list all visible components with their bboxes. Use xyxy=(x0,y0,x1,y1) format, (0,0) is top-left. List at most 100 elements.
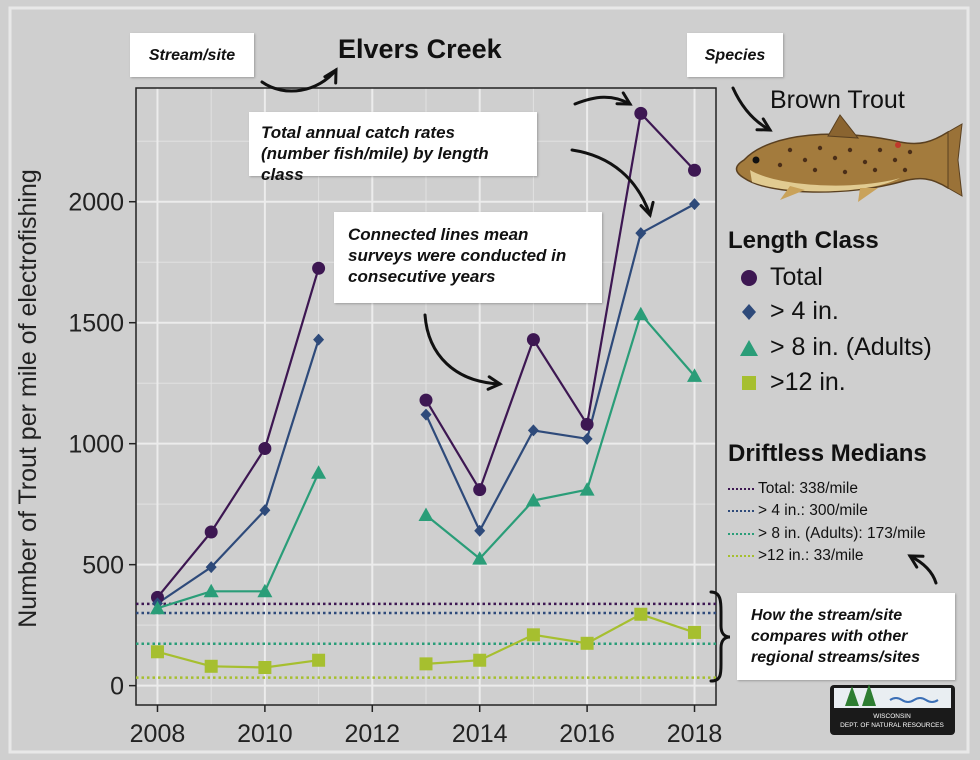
series-line xyxy=(157,472,320,610)
stream-site-label-box: Stream/site xyxy=(130,33,254,77)
data-point-diamond xyxy=(474,524,486,537)
data-point-circle xyxy=(526,333,540,347)
dotted-line-icon xyxy=(728,488,754,490)
median-legend-label: > 8 in. (Adults): 173/mile xyxy=(758,525,926,542)
data-point-square xyxy=(688,625,702,639)
fish-dorsal-fin xyxy=(827,114,860,139)
fish-eye xyxy=(752,156,760,164)
figure-frame xyxy=(8,6,970,754)
x-tick-label: 2008 xyxy=(130,720,186,748)
legend-item-over-8in: > 8 in. (Adults) xyxy=(732,333,932,362)
fish-spot xyxy=(832,155,838,161)
fish-pelvic-fin xyxy=(858,188,878,202)
arrow-icon xyxy=(731,86,772,132)
catch-rates-callout: Total annual catch rates (number fish/mi… xyxy=(249,112,537,184)
data-point-circle xyxy=(634,106,648,120)
brown-trout-icon xyxy=(735,114,963,202)
connected-lines-callout: Connected lines mean surveys were conduc… xyxy=(334,212,602,303)
fish-spot xyxy=(787,147,793,153)
legend-label: > 4 in. xyxy=(770,297,839,325)
series-line xyxy=(425,111,696,493)
x-tick-label: 2014 xyxy=(452,720,508,748)
data-point-square xyxy=(150,645,164,659)
dotted-line-icon xyxy=(728,510,754,512)
arrow-icon xyxy=(260,68,338,93)
fish-spot xyxy=(817,145,823,151)
data-point-triangle xyxy=(257,583,273,598)
data-point-triangle xyxy=(311,465,327,479)
data-point-square xyxy=(258,660,272,674)
data-point-diamond xyxy=(581,432,593,445)
data-point-circle xyxy=(258,442,272,456)
comparison-callout: How the stream/site compares with other … xyxy=(737,593,955,680)
fish-spot xyxy=(907,149,913,155)
species-label: Species xyxy=(704,46,766,64)
data-point-square xyxy=(204,659,218,673)
logo-water xyxy=(889,697,939,703)
legend-label: Total xyxy=(770,263,823,291)
data-point-square xyxy=(526,628,540,642)
data-point-diamond xyxy=(635,227,647,240)
series-line xyxy=(425,311,696,561)
arrow-icon-head xyxy=(639,200,655,219)
data-point-square xyxy=(419,657,433,671)
median-legend-label: Total: 338/mile xyxy=(758,480,858,497)
median-legend-label: > 4 in.: 300/mile xyxy=(758,502,868,519)
series-line xyxy=(156,267,320,598)
data-point-diamond xyxy=(313,333,325,346)
fish-spot xyxy=(862,159,868,165)
wdnr-logo: WISCONSIN DEPT. OF NATURAL RESOURCES xyxy=(830,684,955,735)
fish-red-spot xyxy=(895,142,901,148)
species-name: Brown Trout xyxy=(770,86,905,114)
logo-trees xyxy=(845,684,876,706)
fish-spot xyxy=(802,157,808,163)
arrow-icon-head xyxy=(615,91,633,106)
stream-name: Elvers Creek xyxy=(338,34,502,64)
data-point-circle xyxy=(419,393,433,407)
median-legend-label: >12 in.: 33/mile xyxy=(758,547,864,564)
species-label-box: Species xyxy=(687,33,783,77)
median-legend-over-12in: >12 in.: 33/mile xyxy=(728,547,864,565)
median-legend-over-8in: > 8 in. (Adults): 173/mile xyxy=(728,525,926,543)
fish-spot xyxy=(847,147,853,153)
arrow-icon xyxy=(423,313,502,386)
medians-title: Driftless Medians xyxy=(728,440,927,467)
data-point-triangle xyxy=(203,583,219,598)
series-line xyxy=(157,650,319,669)
legend-item-total: Total xyxy=(732,263,823,292)
x-tick-label: 2012 xyxy=(344,720,400,748)
fish-pectoral-fin xyxy=(780,186,805,200)
logo-text-line1: WISCONSIN xyxy=(873,713,911,720)
y-tick-label: 1000 xyxy=(68,431,124,459)
y-tick-label: 500 xyxy=(82,552,124,580)
data-point-circle xyxy=(150,590,164,604)
arrow-icon xyxy=(908,554,938,585)
plot-frame xyxy=(135,87,717,706)
diamond-marker-icon xyxy=(732,302,766,322)
series-line xyxy=(425,613,695,665)
dotted-line-icon xyxy=(728,555,754,557)
data-point-circle xyxy=(473,483,487,497)
x-tick-label: 2018 xyxy=(667,720,723,748)
data-point-square xyxy=(580,636,594,650)
series-line xyxy=(156,339,320,605)
legend-label: >12 in. xyxy=(770,368,846,396)
y-tick-label: 0 xyxy=(110,673,124,701)
stream-site-label: Stream/site xyxy=(148,46,236,64)
data-point-triangle xyxy=(687,368,703,382)
data-point-diamond xyxy=(259,504,271,517)
legend-title: Length Class xyxy=(728,227,879,254)
data-point-triangle xyxy=(633,306,649,321)
brace-icon xyxy=(709,590,731,683)
data-point-triangle xyxy=(472,551,488,565)
data-point-diamond xyxy=(420,408,432,421)
x-tick-label: 2010 xyxy=(237,720,293,748)
data-point-square xyxy=(312,653,326,667)
data-point-diamond xyxy=(689,198,701,211)
fish-spot xyxy=(892,157,898,163)
circle-marker-icon xyxy=(732,268,766,288)
data-point-triangle xyxy=(579,482,595,496)
data-point-square xyxy=(634,607,648,621)
legend-item-over-12in: >12 in. xyxy=(732,368,846,397)
